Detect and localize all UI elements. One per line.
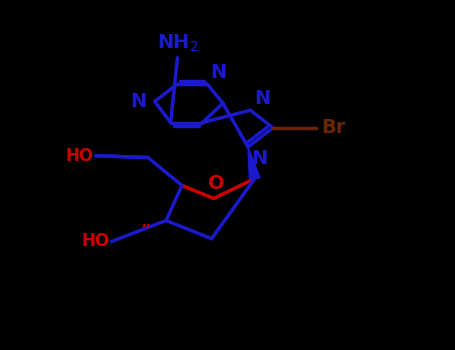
Text: Br: Br xyxy=(321,118,345,137)
Text: N: N xyxy=(211,63,227,82)
Text: N: N xyxy=(252,149,268,168)
Text: O: O xyxy=(208,174,224,193)
Text: NH$_2$: NH$_2$ xyxy=(157,32,198,54)
Text: HO: HO xyxy=(81,232,109,251)
Text: ’’: ’’ xyxy=(141,223,151,236)
Text: N: N xyxy=(130,92,147,111)
Polygon shape xyxy=(248,147,260,179)
Text: N: N xyxy=(254,90,270,108)
Text: HO: HO xyxy=(65,147,93,165)
